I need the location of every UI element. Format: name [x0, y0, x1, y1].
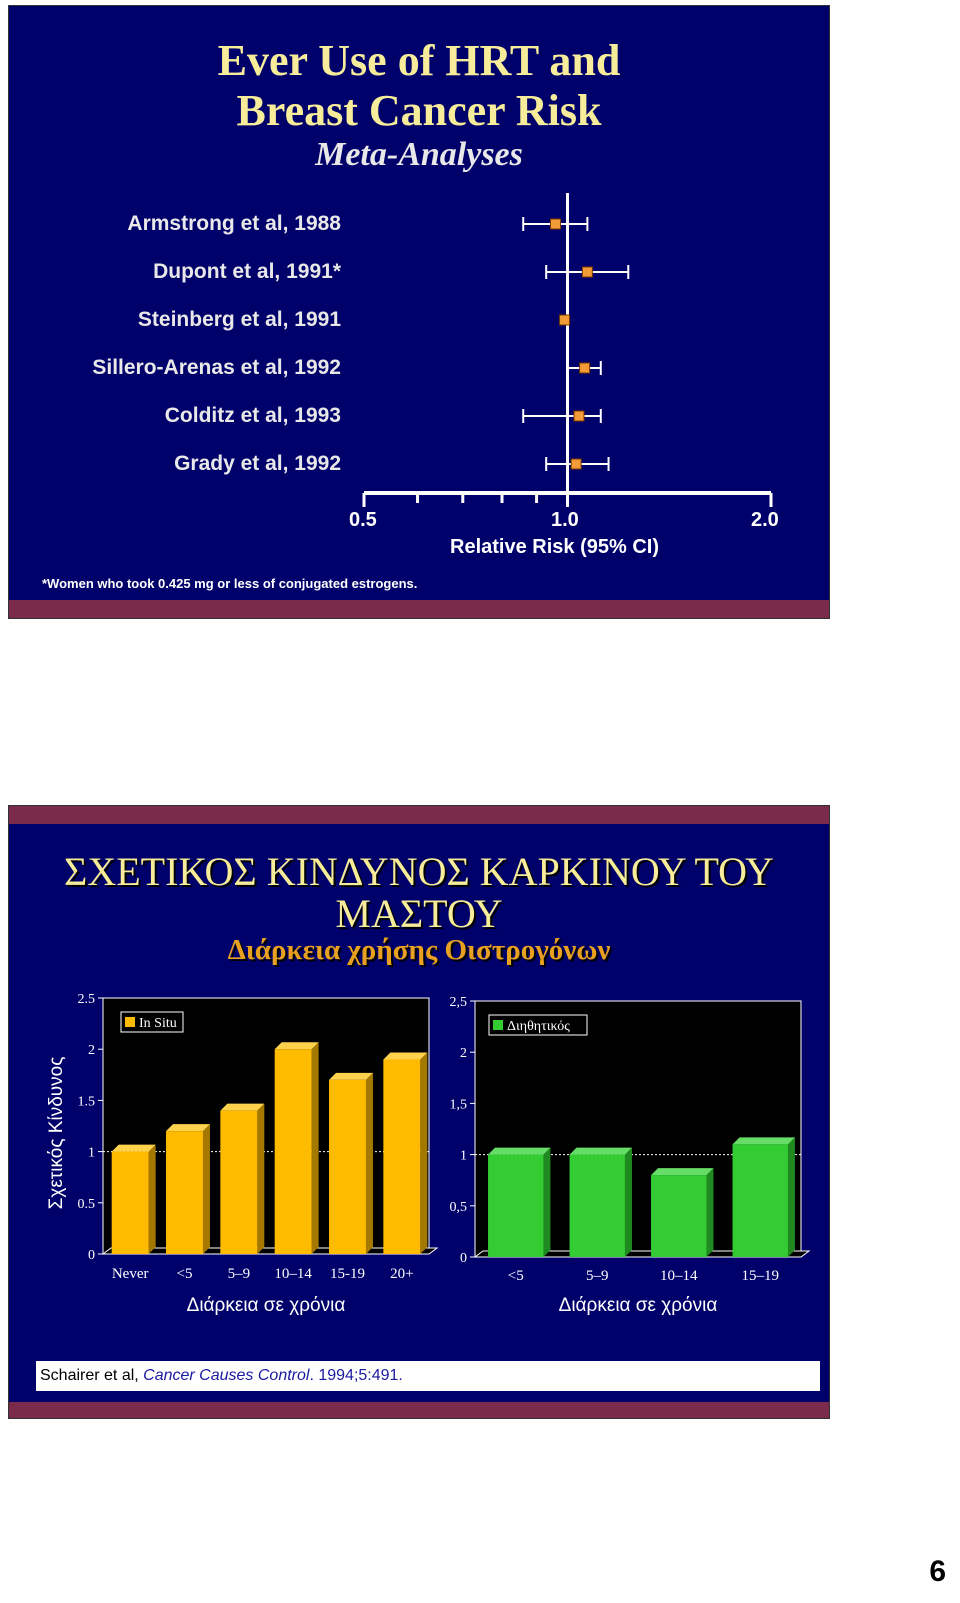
- rr-marker: [550, 218, 562, 230]
- y-tick-label: 2: [460, 1046, 467, 1061]
- x-tick-label: 2.0: [751, 509, 779, 531]
- legend-swatch: [125, 1017, 135, 1027]
- header-bar: [9, 806, 829, 824]
- bar: [488, 1154, 544, 1257]
- bar: [166, 1131, 203, 1254]
- bar-side: [202, 1124, 210, 1254]
- bar-side: [148, 1144, 156, 1254]
- x-tick-label: 10–14: [274, 1266, 312, 1282]
- bar-top: [383, 1052, 428, 1060]
- slide-relative-risk: ΣΧΕΤΙΚΟΣ ΚΙΝΔΥΝΟΣ ΚΑΡΚΙΝΟΥ ΤΟΥ ΜΑΣΤΟΥ Δι…: [8, 805, 830, 1419]
- x-tick-label: 5–9: [228, 1266, 251, 1282]
- legend-box: [488, 1014, 588, 1036]
- bar: [651, 1175, 707, 1257]
- rr-marker: [559, 314, 571, 326]
- bar-charts: 0 0.5 1 1.5 2 2.5 Never <5 5–9 10–14 15-19 20+ In Si…: [78, 992, 811, 1316]
- bar-top: [569, 1147, 632, 1155]
- slide1-title-line2: Breast Cancer Risk: [236, 86, 602, 135]
- legend-swatch: [493, 1020, 503, 1030]
- citation-journal: Cancer Causes Control: [143, 1367, 310, 1384]
- bar-side: [543, 1147, 551, 1257]
- page-number: 6: [929, 1555, 946, 1588]
- x-tick-label: 1.0: [551, 509, 579, 531]
- forest-plot: [362, 193, 773, 507]
- slide2-title-line1: ΣΧΕΤΙΚΟΣ ΚΙΝΔΥΝΟΣ ΚΑΡΚΙΝΟΥ ΤΟΥ: [64, 849, 774, 894]
- x-tick-label: 0.5: [349, 509, 377, 531]
- x-axis-label: Relative Risk (95% CI): [450, 536, 659, 558]
- x-axis-label: Διάρκεια σε χρόνια: [187, 1295, 346, 1316]
- bar-top: [166, 1124, 210, 1132]
- x-tick-label: <5: [177, 1266, 193, 1282]
- x-tick-label: 10–14: [660, 1268, 698, 1284]
- rr-marker: [581, 266, 593, 278]
- bar-side: [311, 1042, 319, 1254]
- citation-details: . 1994;5:491.: [309, 1367, 403, 1384]
- rr-marker: [579, 362, 591, 374]
- rr-marker: [573, 410, 585, 422]
- bar-top: [732, 1137, 795, 1145]
- legend-box: [120, 1011, 184, 1033]
- study-label: Dupont et al, 1991*: [153, 260, 341, 283]
- x-tick-label: 20+: [390, 1266, 413, 1282]
- slide2-subtitle: Διάρκεια χρήσης Οιστρογόνων: [227, 934, 611, 966]
- y-tick-label: 1,5: [450, 1097, 468, 1112]
- bar-top: [329, 1072, 373, 1080]
- y-tick-label: 1: [88, 1146, 95, 1161]
- bar: [569, 1154, 625, 1257]
- bar-top: [274, 1042, 319, 1050]
- study-label: Colditz et al, 1993: [164, 404, 341, 427]
- x-tick-label: Never: [112, 1266, 149, 1282]
- slide-meta-analyses: Ever Use of HRT and Breast Cancer Risk M…: [8, 5, 830, 619]
- y-tick-label: 1.5: [78, 1094, 96, 1109]
- x-axis-label: Διάρκεια σε χρόνια: [559, 1295, 718, 1316]
- rr-marker: [570, 458, 582, 470]
- footnote: *Women who took 0.425 mg or less of conj…: [42, 576, 418, 591]
- y-tick-label: 2.5: [78, 992, 96, 1007]
- citation-authors: Schairer et al,: [40, 1367, 144, 1384]
- bar: [329, 1079, 366, 1254]
- x-tick-label: 15–19: [742, 1268, 780, 1284]
- study-label: Steinberg et al, 1991: [137, 308, 341, 331]
- legend-label: Διηθητικός: [507, 1019, 570, 1034]
- y-tick-label: 1: [460, 1149, 467, 1164]
- x-tick-label: 5–9: [586, 1268, 609, 1284]
- study-label: Grady et al, 1992: [174, 452, 341, 475]
- y-tick-label: 0: [460, 1251, 467, 1266]
- legend-label: In Situ: [139, 1016, 177, 1031]
- slide1-title-line1: Ever Use of HRT and: [217, 36, 621, 85]
- footer-bar: [9, 600, 829, 618]
- bar: [220, 1110, 258, 1254]
- bar: [383, 1059, 421, 1254]
- study-label: Armstrong et al, 1988: [127, 212, 341, 235]
- study-label: Sillero-Arenas et al, 1992: [92, 356, 341, 379]
- bar-side: [706, 1168, 714, 1257]
- y-tick-label: 0.5: [78, 1197, 96, 1212]
- y-tick-label: 0,5: [450, 1200, 468, 1215]
- y-tick-label: 2: [88, 1043, 95, 1058]
- bar-side: [257, 1103, 265, 1254]
- x-tick-label: <5: [508, 1268, 524, 1284]
- bar-side: [420, 1052, 428, 1254]
- bar-top: [220, 1103, 265, 1111]
- insitu-plot-area: [102, 997, 430, 1255]
- bar-top: [111, 1144, 156, 1152]
- x-tick-label: 15-19: [330, 1266, 365, 1282]
- bar-side: [787, 1137, 795, 1257]
- bar-top: [651, 1168, 714, 1176]
- slide1-subtitle: Meta-Analyses: [315, 136, 523, 173]
- y-tick-label: 0: [88, 1248, 95, 1263]
- bar: [274, 1049, 312, 1254]
- bar: [732, 1144, 788, 1257]
- slide2-title-line2: ΜΑΣΤΟΥ: [335, 891, 503, 936]
- y-tick-label: 2,5: [450, 995, 468, 1010]
- citation: Schairer et al, Cancer Causes Control. 1…: [36, 1361, 820, 1391]
- bar-side: [365, 1072, 373, 1254]
- bar: [111, 1151, 149, 1254]
- footer-bar: [9, 1402, 829, 1418]
- bar-top: [488, 1147, 551, 1155]
- bar-side: [624, 1147, 632, 1257]
